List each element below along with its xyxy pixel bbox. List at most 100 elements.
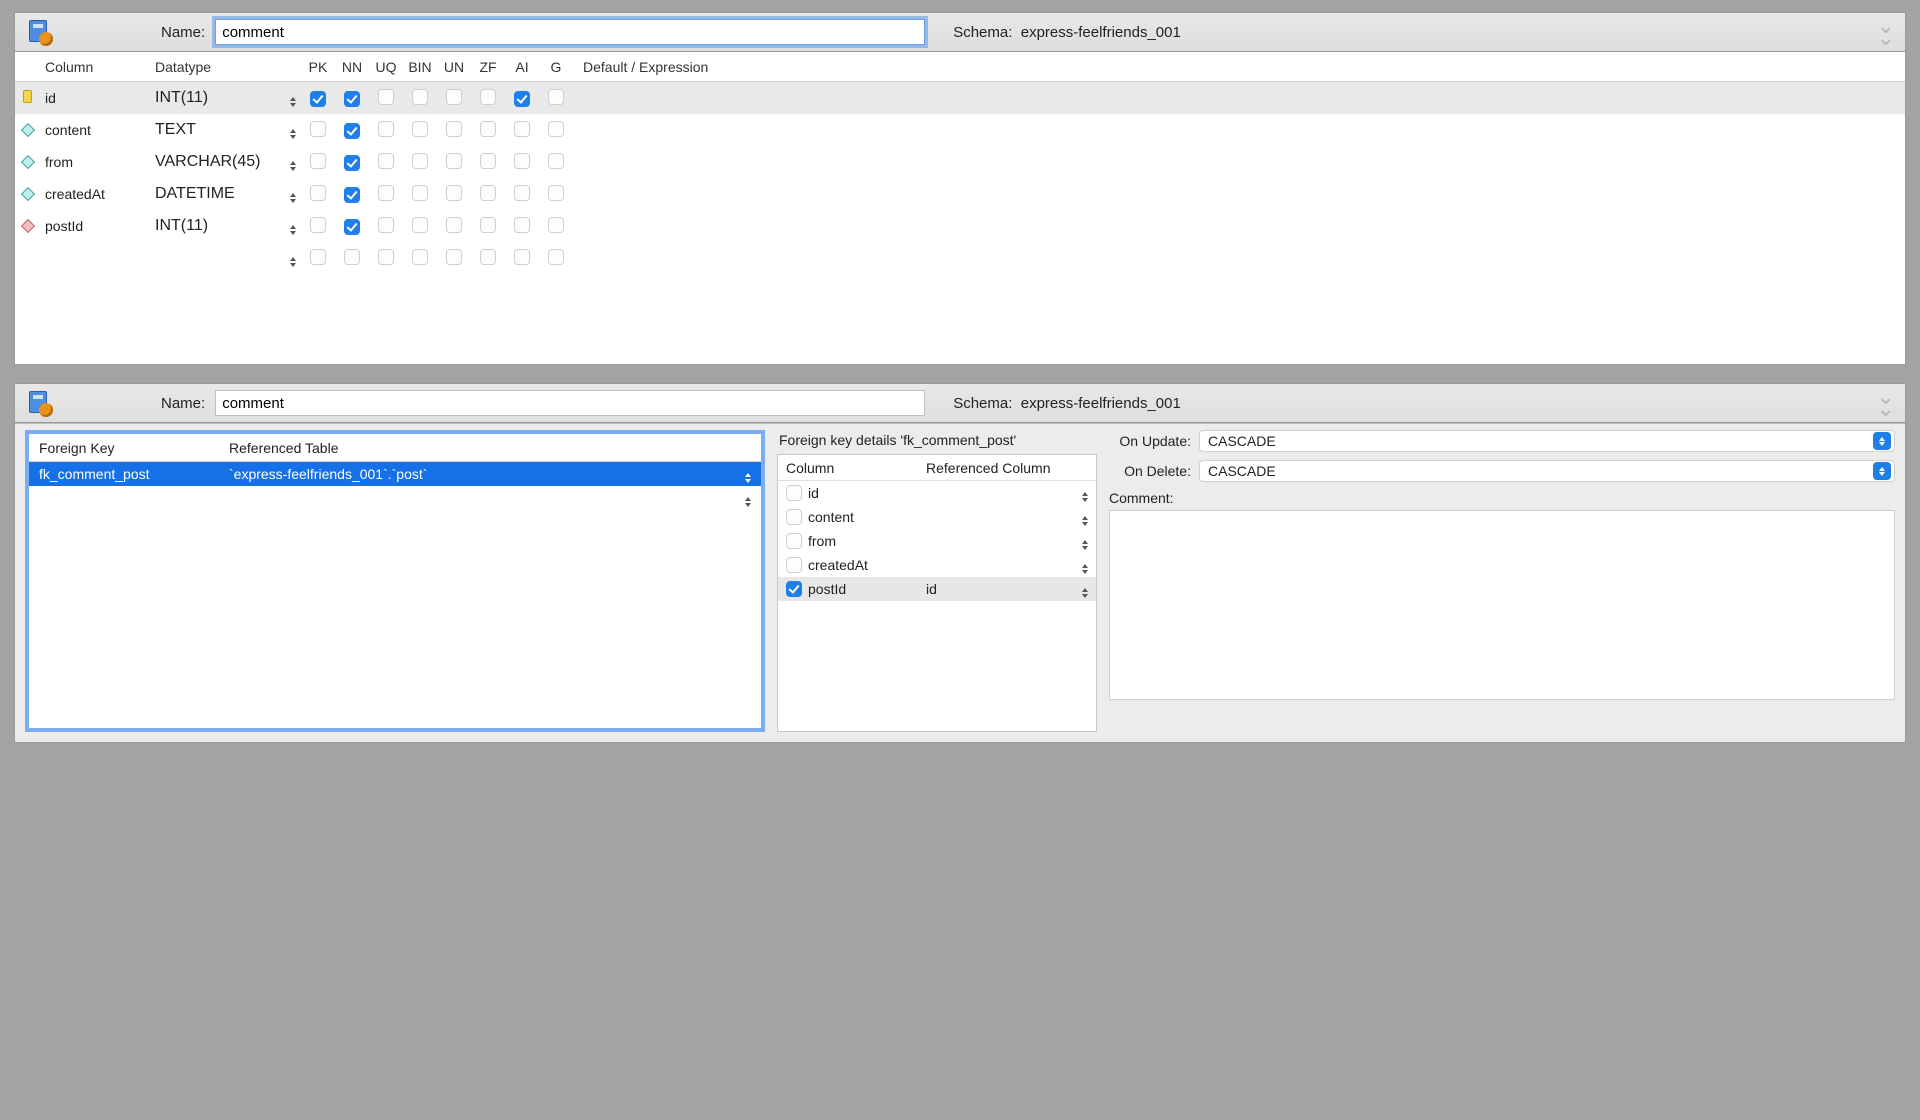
column-name: from <box>45 154 155 170</box>
ref-col-selector-icon[interactable] <box>1080 562 1090 576</box>
un-checkbox[interactable] <box>446 217 462 233</box>
table-name-input[interactable] <box>215 390 925 416</box>
pk-checkbox[interactable] <box>310 91 326 107</box>
ai-checkbox[interactable] <box>514 249 530 265</box>
column-row-placeholder[interactable] <box>15 242 1905 274</box>
fk-row[interactable]: fk_comment_post`express-feelfriends_001`… <box>29 462 761 486</box>
bin-checkbox[interactable] <box>412 89 428 105</box>
pk-checkbox[interactable] <box>310 153 326 169</box>
ref-table-selector-icon[interactable] <box>743 471 753 485</box>
fk-column-row[interactable]: content <box>778 505 1096 529</box>
table-name-input[interactable] <box>215 19 925 45</box>
col-header-datatype: Datatype <box>155 59 285 75</box>
zf-checkbox[interactable] <box>480 121 496 137</box>
fk-column-checkbox[interactable] <box>786 485 802 501</box>
column-row[interactable]: idINT(11) <box>15 82 1905 114</box>
g-checkbox[interactable] <box>548 89 564 105</box>
fk-column-checkbox[interactable] <box>786 581 802 597</box>
fk-column-row[interactable]: createdAt <box>778 553 1096 577</box>
g-checkbox[interactable] <box>548 121 564 137</box>
bin-checkbox[interactable] <box>412 121 428 137</box>
ai-checkbox[interactable] <box>514 91 530 107</box>
zf-checkbox[interactable] <box>480 185 496 201</box>
ref-col-selector-icon[interactable] <box>1080 586 1090 600</box>
collapse-icon[interactable]: ⌄⌄ <box>1877 391 1893 415</box>
column-row[interactable]: postIdINT(11) <box>15 210 1905 242</box>
datatype-selector-icon[interactable] <box>288 127 298 141</box>
column-row[interactable]: contentTEXT <box>15 114 1905 146</box>
ref-col-selector-icon[interactable] <box>1080 514 1090 528</box>
datatype-selector-icon[interactable] <box>288 191 298 205</box>
ai-checkbox[interactable] <box>514 153 530 169</box>
column-datatype[interactable]: TEXT <box>155 121 285 139</box>
nn-checkbox[interactable] <box>344 219 360 235</box>
collapse-icon[interactable]: ⌄⌄ <box>1877 20 1893 44</box>
fk-column-row[interactable]: from <box>778 529 1096 553</box>
ai-checkbox[interactable] <box>514 185 530 201</box>
column-row[interactable]: fromVARCHAR(45) <box>15 146 1905 178</box>
pk-checkbox[interactable] <box>310 185 326 201</box>
ai-checkbox[interactable] <box>514 121 530 137</box>
uq-checkbox[interactable] <box>378 217 394 233</box>
uq-checkbox[interactable] <box>378 153 394 169</box>
datatype-selector-icon[interactable] <box>288 95 298 109</box>
zf-checkbox[interactable] <box>480 217 496 233</box>
g-checkbox[interactable] <box>548 185 564 201</box>
pk-checkbox[interactable] <box>310 217 326 233</box>
fk-header-ref: Referenced Table <box>229 440 338 456</box>
uq-checkbox[interactable] <box>378 89 394 105</box>
pk-checkbox[interactable] <box>310 121 326 137</box>
bin-checkbox[interactable] <box>412 249 428 265</box>
ref-col-selector-icon[interactable] <box>1080 538 1090 552</box>
nn-checkbox[interactable] <box>344 123 360 139</box>
ref-table-selector-icon[interactable] <box>743 495 753 509</box>
g-checkbox[interactable] <box>548 217 564 233</box>
bin-checkbox[interactable] <box>412 153 428 169</box>
nn-checkbox[interactable] <box>344 91 360 107</box>
ref-col-selector-icon[interactable] <box>1080 490 1090 504</box>
g-checkbox[interactable] <box>548 249 564 265</box>
fk-column-row[interactable]: postIdid <box>778 577 1096 601</box>
pk-checkbox[interactable] <box>310 249 326 265</box>
datatype-selector-icon[interactable] <box>288 223 298 237</box>
column-datatype[interactable]: INT(11) <box>155 217 285 235</box>
datatype-selector-icon[interactable] <box>288 159 298 173</box>
datatype-selector-icon[interactable] <box>288 255 298 269</box>
zf-checkbox[interactable] <box>480 153 496 169</box>
column-datatype[interactable]: INT(11) <box>155 89 285 107</box>
nn-checkbox[interactable] <box>344 155 360 171</box>
uq-checkbox[interactable] <box>378 249 394 265</box>
column-datatype[interactable]: VARCHAR(45) <box>155 153 285 171</box>
ai-checkbox[interactable] <box>514 217 530 233</box>
column-datatype[interactable]: DATETIME <box>155 185 285 203</box>
fk-header-fk: Foreign Key <box>39 440 229 456</box>
fk-comment-textarea[interactable] <box>1109 510 1895 700</box>
columns-table: Column Datatype PK NN UQ BIN UN ZF AI G … <box>15 52 1905 364</box>
fk-column-checkbox[interactable] <box>786 509 802 525</box>
fk-column-checkbox[interactable] <box>786 533 802 549</box>
un-checkbox[interactable] <box>446 89 462 105</box>
fk-row-placeholder[interactable] <box>29 486 761 510</box>
nn-checkbox[interactable] <box>344 249 360 265</box>
fk-column-name: from <box>808 533 836 549</box>
fk-list: Foreign Key Referenced Table fk_comment_… <box>25 430 765 732</box>
un-checkbox[interactable] <box>446 185 462 201</box>
zf-checkbox[interactable] <box>480 89 496 105</box>
un-checkbox[interactable] <box>446 121 462 137</box>
g-checkbox[interactable] <box>548 153 564 169</box>
on-delete-select[interactable]: CASCADE <box>1199 460 1895 482</box>
fk-details-title: Foreign key details 'fk_comment_post' <box>777 430 1097 454</box>
uq-checkbox[interactable] <box>378 185 394 201</box>
on-update-select[interactable]: CASCADE <box>1199 430 1895 452</box>
un-checkbox[interactable] <box>446 153 462 169</box>
column-row[interactable]: createdAtDATETIME <box>15 178 1905 210</box>
name-label: Name: <box>161 24 205 41</box>
fk-column-row[interactable]: id <box>778 481 1096 505</box>
bin-checkbox[interactable] <box>412 217 428 233</box>
un-checkbox[interactable] <box>446 249 462 265</box>
nn-checkbox[interactable] <box>344 187 360 203</box>
bin-checkbox[interactable] <box>412 185 428 201</box>
fk-column-checkbox[interactable] <box>786 557 802 573</box>
zf-checkbox[interactable] <box>480 249 496 265</box>
uq-checkbox[interactable] <box>378 121 394 137</box>
